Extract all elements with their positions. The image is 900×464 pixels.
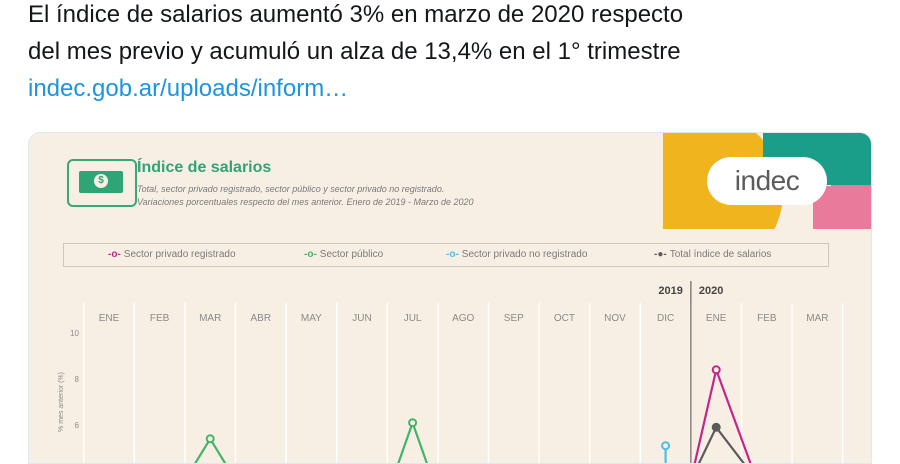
indec-logo: indec xyxy=(707,157,827,205)
data-point xyxy=(205,434,215,444)
legend-item: -o- Sector público xyxy=(304,244,383,266)
month-tick-label: ENE xyxy=(99,313,120,324)
card-chart-title: Índice de salarios xyxy=(137,159,272,176)
month-tick-label: JUN xyxy=(352,313,371,324)
month-tick-label: MAY xyxy=(301,313,322,324)
year-label: 2019 xyxy=(658,285,682,297)
dollar-sign-icon: $ xyxy=(94,174,108,188)
legend-item: -o- Sector privado registrado xyxy=(108,244,236,266)
month-tick-label: NOV xyxy=(604,313,626,324)
month-tick-label: FEB xyxy=(150,313,170,324)
money-bill-icon: $ xyxy=(67,159,137,207)
month-tick-label: ABR xyxy=(251,313,272,324)
legend-marker-icon: -●- xyxy=(654,249,667,260)
y-axis-label: % mes anterior (%) xyxy=(58,372,65,432)
legend-marker-icon: -o- xyxy=(446,249,459,260)
legend-item: -o- Sector privado no registrado xyxy=(446,244,587,266)
tweet-link[interactable]: indec.gob.ar/uploads/inform… xyxy=(28,75,349,102)
legend-marker-icon: -o- xyxy=(304,249,317,260)
y-tick-label: 6 xyxy=(75,421,80,430)
series-line xyxy=(693,365,752,463)
legend-item: -●- Total índice de salarios xyxy=(654,244,771,266)
tweet-line-2: del mes previo y acumuló un alza de 13,4… xyxy=(28,38,681,65)
month-tick-label: JUL xyxy=(404,313,422,324)
brand-pink-fill xyxy=(831,185,871,229)
chart-legend: -o- Sector privado registrado -o- Sector p… xyxy=(63,243,829,267)
tweet-text: El índice de salarios aumentó 3% en marz… xyxy=(28,0,888,107)
legend-label: Total índice de salarios xyxy=(669,249,772,260)
month-tick-label: MAR xyxy=(199,313,221,324)
legend-label: Sector privado no registrado xyxy=(461,249,588,260)
year-label: 2020 xyxy=(699,285,723,297)
month-tick-label: ENE xyxy=(706,313,727,324)
legend-marker-icon: -o- xyxy=(108,249,121,260)
data-point xyxy=(661,441,671,451)
y-tick-label: 8 xyxy=(75,375,80,384)
y-tick-label: 10 xyxy=(70,329,79,338)
card-subtitle-line-1: Total, sector privado registrado, sector… xyxy=(137,184,445,194)
link-preview-card[interactable]: $ Índice de salarios Total, sector priva… xyxy=(28,132,872,464)
data-point xyxy=(408,418,418,428)
month-tick-label: AGO xyxy=(452,313,474,324)
month-tick-label: DIC xyxy=(657,313,674,324)
tweet-line-1: El índice de salarios aumentó 3% en marz… xyxy=(28,1,684,28)
legend-label: Sector público xyxy=(319,249,384,260)
card-chart-subtitle: Total, sector privado registrado, sector… xyxy=(137,183,657,209)
month-tick-label: MAR xyxy=(806,313,828,324)
legend-label: Sector privado registrado xyxy=(123,249,236,260)
salary-index-chart: 2019 2020 ENE FEB MAR ABR MAY JUN JUL AGO SEP OCT NO… xyxy=(58,281,844,463)
card-subtitle-line-2: Variaciones porcentuales respecto del me… xyxy=(137,197,474,207)
month-tick-label: SEP xyxy=(504,313,524,324)
month-tick-label: FEB xyxy=(757,313,777,324)
month-tick-label: OCT xyxy=(554,313,575,324)
series-line xyxy=(194,419,428,463)
data-point xyxy=(711,365,721,375)
data-point xyxy=(711,422,721,432)
